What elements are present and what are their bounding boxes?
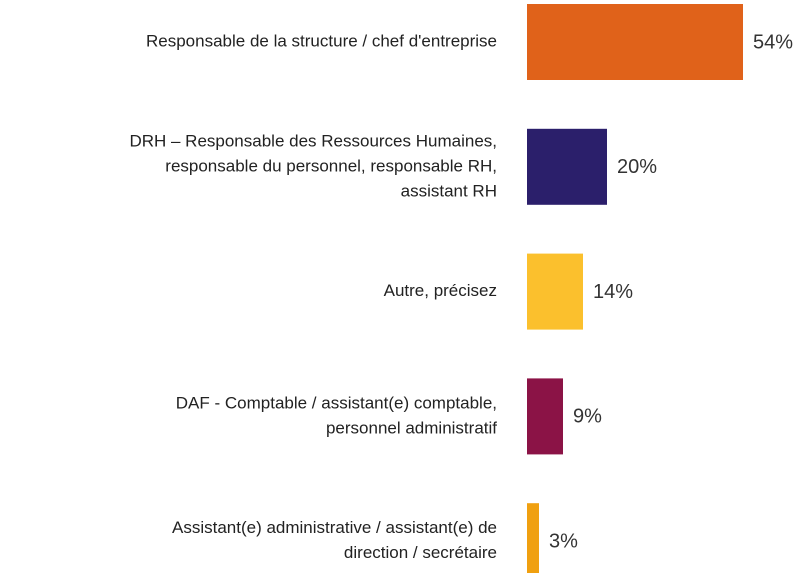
- bar: [527, 253, 583, 330]
- category-label: responsable du personnel, responsable RH…: [165, 156, 497, 175]
- value-label: 54%: [753, 31, 793, 53]
- category-label: personnel administratif: [326, 418, 497, 437]
- value-label: 3%: [549, 530, 578, 552]
- value-label: 9%: [573, 406, 602, 428]
- category-label: DAF - Comptable / assistant(e) comptable…: [176, 393, 497, 412]
- bar: [527, 503, 539, 573]
- category-label: Responsable de la structure / chef d'ent…: [146, 31, 497, 50]
- value-label: 20%: [617, 156, 657, 178]
- category-label: DRH – Responsable des Ressources Humaine…: [129, 131, 497, 150]
- category-label: Autre, précisez: [384, 281, 497, 300]
- value-label: 14%: [593, 281, 633, 303]
- category-label: direction / secrétaire: [344, 543, 497, 562]
- bar: [527, 4, 743, 80]
- category-label: Assistant(e) administrative / assistant(…: [172, 518, 497, 537]
- bar: [527, 378, 563, 455]
- category-label: assistant RH: [401, 181, 497, 200]
- bar: [527, 128, 607, 205]
